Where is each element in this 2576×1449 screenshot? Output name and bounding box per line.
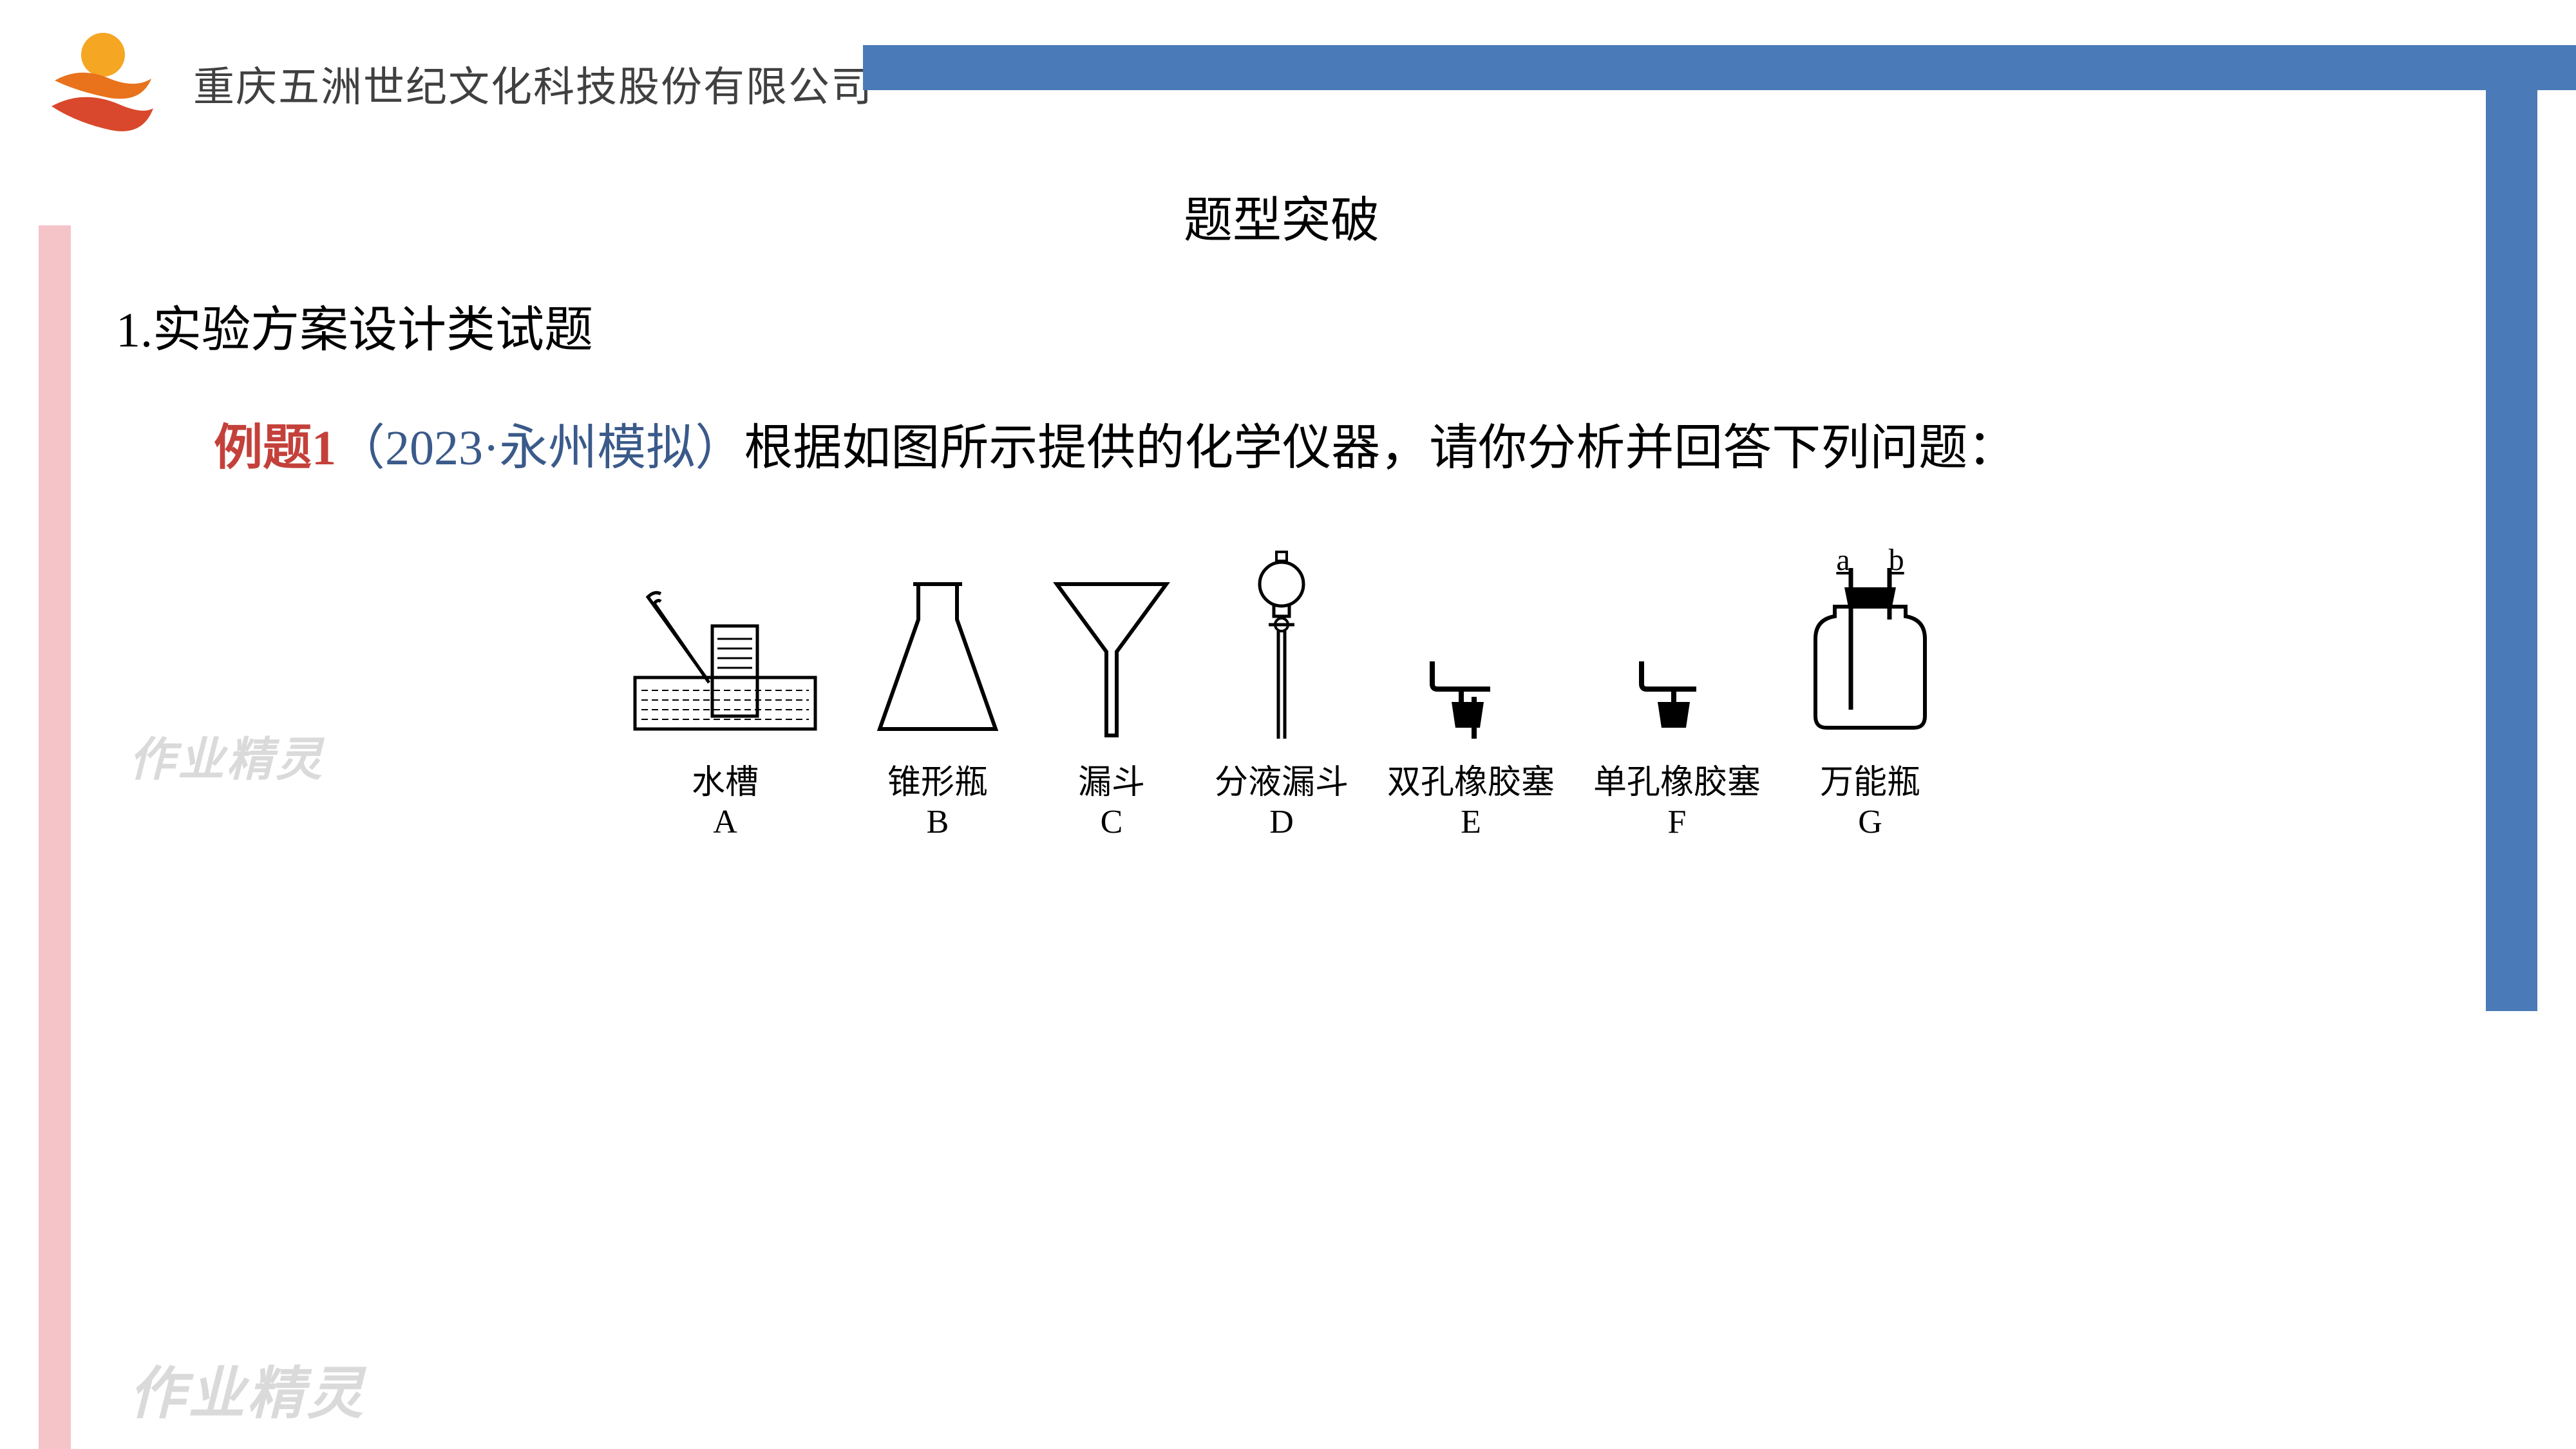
apparatus-label: 双孔橡胶塞 xyxy=(1387,755,1555,803)
tube-label-a: a xyxy=(1836,542,1850,578)
source-label: （2023·永州模拟） xyxy=(336,421,744,475)
question-body: 根据如图所示提供的化学仪器，请你分析并回答下列问题： xyxy=(744,421,2016,475)
question-paragraph: 例题1（2023·永州模拟）根据如图所示提供的化学仪器，请你分析并回答下列问题： xyxy=(116,399,2447,497)
apparatus-label: 锥形瓶 xyxy=(887,755,988,803)
header-blue-bar xyxy=(863,45,2576,90)
apparatus-letter: D xyxy=(1269,803,1294,841)
apparatus-letter: G xyxy=(1858,803,1882,841)
side-pink-bar xyxy=(39,225,71,1449)
apparatus-label: 漏斗 xyxy=(1078,755,1145,803)
watermark-icon: 作业精灵 xyxy=(129,1348,366,1430)
apparatus-one-hole-stopper: 单孔橡胶塞 F xyxy=(1593,574,1761,841)
apparatus-row: 水槽 A 锥形瓶 B 漏斗 C xyxy=(116,574,2447,841)
apparatus-letter: F xyxy=(1668,803,1687,841)
side-blue-bar xyxy=(2486,45,2537,1011)
apparatus-separating-funnel: 分液漏斗 D xyxy=(1215,574,1349,841)
section-number: 1 xyxy=(116,303,140,357)
apparatus-label: 水槽 xyxy=(692,755,759,803)
company-logo-icon xyxy=(39,19,167,148)
apparatus-letter: C xyxy=(1101,803,1123,841)
apparatus-label: 单孔橡胶塞 xyxy=(1593,755,1761,803)
apparatus-label: 分液漏斗 xyxy=(1215,755,1349,803)
watermark-icon: 作业精灵 xyxy=(129,721,325,789)
main-content: 题型突破 1.实验方案设计类试题 例题1（2023·永州模拟）根据如图所示提供的… xyxy=(116,180,2447,841)
section-title: 1.实验方案设计类试题 xyxy=(116,290,2447,361)
apparatus-universal-bottle: a b 万能瓶 G xyxy=(1799,574,1941,841)
apparatus-water-trough: 水槽 A xyxy=(622,574,828,841)
apparatus-label: 万能瓶 xyxy=(1820,755,1920,803)
company-name: 重庆五洲世纪文化科技股份有限公司 xyxy=(193,54,873,113)
apparatus-conical-flask: 锥形瓶 B xyxy=(867,574,1009,841)
apparatus-two-hole-stopper: 双孔橡胶塞 E xyxy=(1387,574,1555,841)
apparatus-letter: A xyxy=(713,803,737,841)
example-label: 例题1 xyxy=(214,421,336,475)
apparatus-letter: B xyxy=(927,803,949,841)
main-title: 题型突破 xyxy=(116,180,2447,251)
apparatus-letter: E xyxy=(1461,803,1481,841)
tube-label-b: b xyxy=(1889,542,1904,578)
section-text: .实验方案设计类试题 xyxy=(140,303,593,357)
tube-labels: a b xyxy=(1799,542,1941,578)
apparatus-funnel: 漏斗 C xyxy=(1047,574,1176,841)
